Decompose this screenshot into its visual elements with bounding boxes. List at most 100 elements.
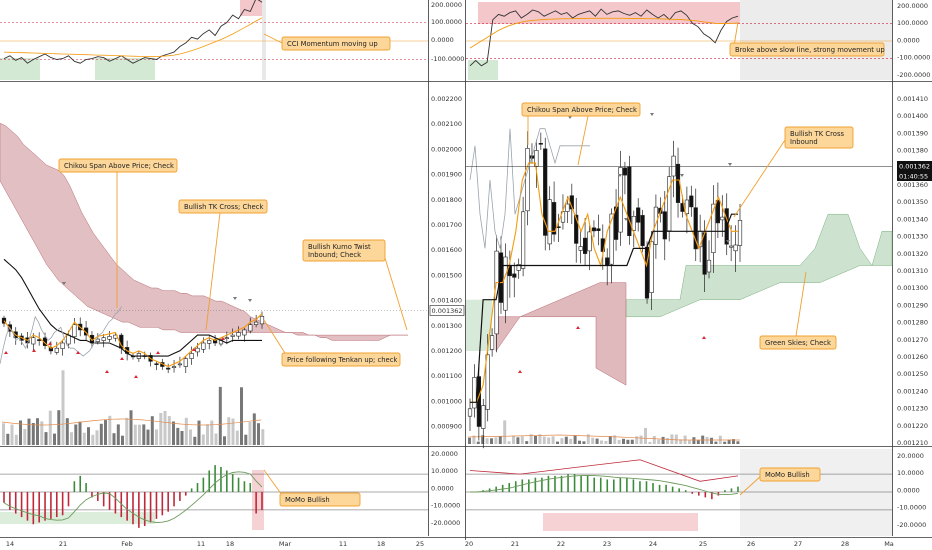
right-price-tick: 0.001380 bbox=[897, 147, 928, 155]
volume-bar bbox=[652, 435, 656, 444]
momo-oversold-band bbox=[0, 512, 155, 524]
right-price-tick: 0.001240 bbox=[897, 387, 928, 395]
signal-marker bbox=[576, 326, 580, 329]
volume-bar bbox=[129, 410, 133, 445]
candle-body bbox=[547, 199, 552, 245]
volume-bar bbox=[223, 436, 226, 445]
left-cci-tick: 0.0000 bbox=[431, 36, 454, 44]
volume-bar bbox=[95, 430, 99, 445]
candle-body bbox=[640, 215, 645, 247]
volume-bar bbox=[244, 434, 248, 445]
right-price-tick: 0.001290 bbox=[897, 301, 928, 309]
left-price-tick: 0.001100 bbox=[431, 372, 462, 380]
volume-bar bbox=[172, 421, 175, 445]
volume-bar bbox=[490, 438, 493, 444]
volume-bar bbox=[99, 423, 103, 445]
candle-body bbox=[591, 227, 596, 232]
right-tk-callout-box bbox=[784, 126, 854, 149]
candle-body bbox=[107, 336, 112, 340]
volume-bar bbox=[525, 441, 529, 444]
volume-bar bbox=[582, 441, 586, 444]
left-x-tick: 14 bbox=[6, 540, 14, 548]
right-price-tick: 0.001330 bbox=[897, 233, 928, 241]
left-price-tick: 0.001400 bbox=[431, 297, 462, 305]
candle-body bbox=[31, 337, 36, 345]
right-x-tick: 20 bbox=[465, 540, 473, 548]
left-price-panel bbox=[0, 122, 428, 445]
volume-ma-line bbox=[1, 418, 262, 426]
candle-body bbox=[737, 220, 743, 246]
right-price-panel bbox=[466, 113, 893, 449]
volume-bar bbox=[176, 427, 180, 445]
volume-bar bbox=[78, 421, 82, 445]
left-price-tick: 0.001700 bbox=[431, 221, 462, 229]
volume-bar bbox=[31, 423, 35, 445]
candle-body bbox=[662, 211, 667, 240]
candle-body bbox=[649, 241, 654, 293]
candle-body bbox=[37, 339, 42, 341]
right-price-tick: 0.001360 bbox=[897, 181, 928, 189]
right-cci-tick: -200.0000 bbox=[897, 71, 930, 79]
candle-body bbox=[195, 347, 200, 353]
volume-bar bbox=[252, 413, 256, 445]
volume-bar bbox=[70, 432, 73, 445]
right-cci-tick: 200.0000 bbox=[897, 2, 928, 10]
tk-cross-callout-text: Bullish TK Cross; Check bbox=[184, 203, 263, 211]
left-x-tick: 11 bbox=[339, 540, 347, 548]
volume-bar bbox=[644, 427, 647, 444]
left-momo-tick: 20.0000 bbox=[431, 450, 458, 458]
left-price-tick: 0.001500 bbox=[431, 271, 462, 279]
signal-marker bbox=[221, 337, 225, 340]
candle-body bbox=[516, 264, 521, 271]
kumo-twist-callout-box bbox=[302, 239, 386, 262]
cci-future-band bbox=[740, 0, 892, 80]
cci-slow-line bbox=[469, 17, 739, 49]
signal-marker bbox=[618, 174, 622, 177]
signal-marker bbox=[650, 113, 654, 116]
left-cci-callout-box bbox=[281, 36, 391, 51]
right-tk-callout-pointer bbox=[733, 139, 786, 218]
volume-bar bbox=[538, 434, 542, 444]
volume-bar bbox=[714, 441, 718, 444]
momo-overbought-band bbox=[252, 470, 264, 530]
signal-marker bbox=[120, 357, 124, 360]
left-price-tick: 0.001000 bbox=[431, 397, 462, 405]
candle-body bbox=[481, 405, 486, 429]
momo-future-band bbox=[740, 449, 892, 536]
volume-bar bbox=[551, 436, 555, 444]
candle-body bbox=[720, 216, 725, 221]
left-x-tick: 18 bbox=[226, 540, 234, 548]
volume-bar bbox=[87, 427, 90, 445]
candle-body bbox=[631, 216, 636, 231]
right-x-tick: 21 bbox=[511, 540, 519, 548]
candle-body bbox=[551, 202, 557, 235]
volume-bar bbox=[184, 417, 188, 445]
left-cci-panel bbox=[0, 0, 428, 80]
volume-bar bbox=[468, 437, 471, 444]
volume-bar bbox=[564, 436, 568, 444]
volume-bar bbox=[240, 387, 243, 445]
volume-bar bbox=[498, 436, 502, 444]
volume-bar bbox=[235, 430, 239, 445]
volume-bar bbox=[692, 437, 696, 444]
right-price-tick: 0.001320 bbox=[897, 250, 928, 258]
volume-bar bbox=[214, 433, 218, 445]
right-momo-tick: -20.0000 bbox=[897, 521, 926, 529]
candle-body bbox=[525, 148, 530, 212]
left-price-tick: 0.002100 bbox=[431, 120, 462, 128]
signal-marker bbox=[156, 351, 160, 354]
right-x-tick: Ma bbox=[884, 540, 894, 548]
right-x-tick: 23 bbox=[603, 540, 611, 548]
signal-marker bbox=[32, 349, 36, 352]
left-momo-tick: -20.0000 bbox=[431, 519, 460, 527]
volume-bar bbox=[6, 433, 10, 445]
volume-bar bbox=[159, 413, 163, 445]
candle-body bbox=[689, 195, 694, 208]
signal-marker bbox=[248, 299, 252, 302]
volume-bar bbox=[261, 429, 265, 445]
right-x-tick: 28 bbox=[841, 540, 849, 548]
kumo-cloud-bull bbox=[625, 213, 893, 318]
right-cci-tick: 100.0000 bbox=[897, 19, 928, 27]
left-momo-callout-pointer bbox=[263, 469, 283, 496]
chikou-line bbox=[0, 306, 122, 364]
